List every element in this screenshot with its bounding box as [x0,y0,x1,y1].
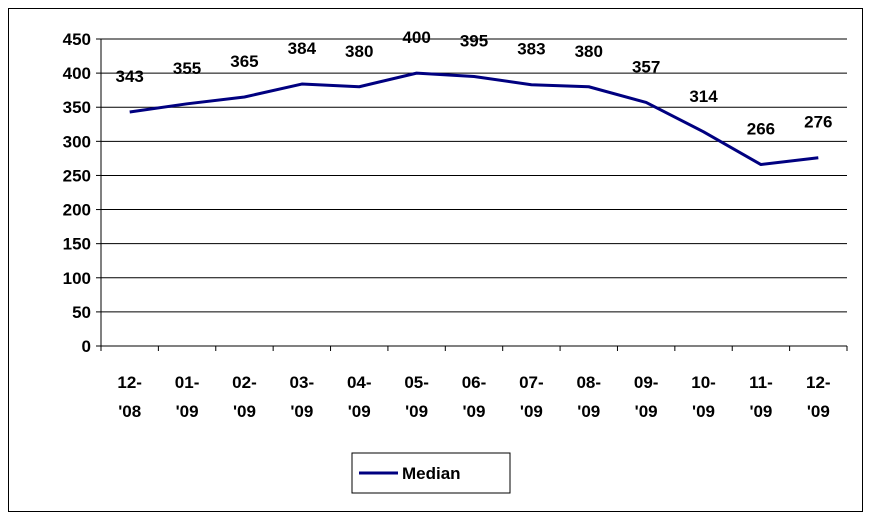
x-tick-label: 09-'09 [634,373,659,421]
data-label: 383 [517,40,545,59]
x-tick-label: 07-'09 [519,373,544,421]
chart-frame: 0 50 100 150 200 250 300 350 400 450 12-'08 01-'09 0… [8,8,863,512]
data-label: 380 [575,42,603,61]
y-tick-label: 300 [63,132,91,151]
data-label: 266 [747,120,775,139]
data-label: 357 [632,57,660,76]
x-tick-label: 12-'08 [117,373,142,421]
data-label: 380 [345,42,373,61]
x-tick-label: 01-'09 [175,373,200,421]
x-tick-label: 11-'09 [749,373,773,421]
x-tick-label: 03-'09 [290,373,315,421]
y-tick-label: 100 [63,269,91,288]
x-tick-label: 08-'09 [576,373,601,421]
y-tick-label: 400 [63,64,91,83]
data-label: 365 [230,52,258,71]
y-tick-label: 50 [72,303,91,322]
y-tick-label: 350 [63,98,91,117]
data-label: 395 [460,32,488,51]
data-label: 355 [173,59,201,78]
median-line-chart: 0 50 100 150 200 250 300 350 400 450 12-'08 01-'09 0… [9,9,862,511]
data-label: 343 [116,67,144,86]
data-label: 314 [689,87,718,106]
x-tick-label: 10-'09 [691,373,716,421]
data-label: 384 [288,39,317,58]
data-label: 400 [402,28,430,47]
x-tick-label: 04-'09 [347,373,372,421]
y-tick-label: 250 [63,166,91,185]
y-tick-label: 200 [63,201,91,220]
x-tick-label: 05-'09 [404,373,429,421]
y-tick-label: 450 [63,30,91,49]
y-tick-label: 0 [82,337,91,356]
x-tick-label: 02-'09 [232,373,257,421]
x-tick-label: 12-'09 [806,373,831,421]
data-label: 276 [804,113,832,132]
legend-label: Median [402,464,461,483]
x-tick-label: 06-'09 [462,373,487,421]
y-tick-label: 150 [63,235,91,254]
